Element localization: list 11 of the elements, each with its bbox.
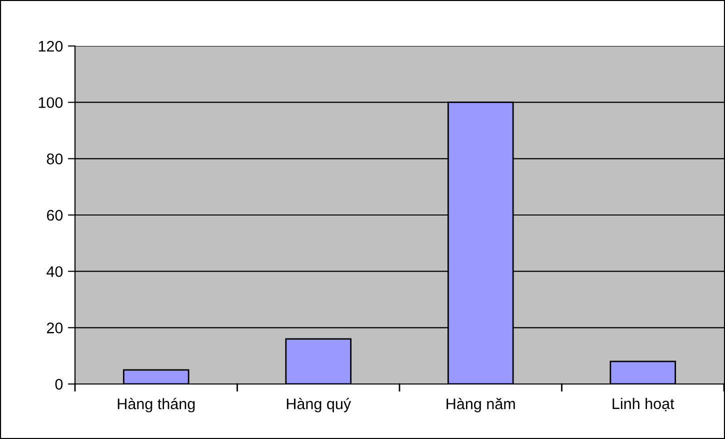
y-tick-label: 40: [46, 266, 63, 278]
y-tick-label: 60: [46, 210, 63, 221]
y-tick-label: 0: [55, 378, 63, 390]
x-tick-label: Linh hoạt: [612, 398, 674, 412]
x-tick-label: Hàng năm: [446, 398, 515, 412]
x-tick-label: Hàng quý: [286, 398, 352, 412]
y-tick-label: 20: [46, 322, 63, 334]
x-tick-label: Hàng tháng: [118, 398, 195, 412]
y-tick-label: 120: [38, 40, 63, 52]
y-tick-label: 80: [46, 154, 63, 164]
y-tick-label: 100: [38, 97, 63, 108]
